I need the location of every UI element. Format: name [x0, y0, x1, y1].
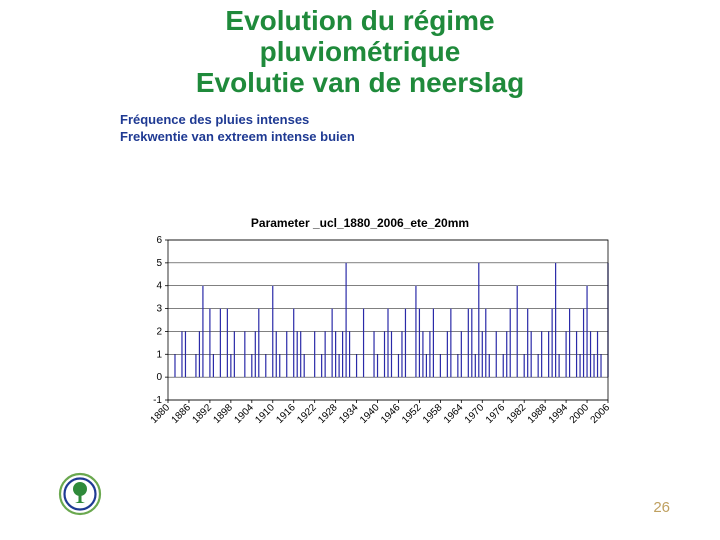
svg-text:1946: 1946 — [379, 402, 403, 426]
svg-text:1910: 1910 — [253, 402, 277, 426]
subheading-fr: Fréquence des pluies intenses — [120, 112, 720, 127]
title-line-2: pluviométrique — [0, 37, 720, 68]
svg-text:1994: 1994 — [547, 402, 571, 426]
svg-text:1898: 1898 — [211, 402, 235, 426]
svg-text:1892: 1892 — [191, 402, 215, 426]
svg-text:1904: 1904 — [232, 402, 256, 426]
svg-text:0: 0 — [156, 372, 162, 383]
svg-text:6: 6 — [156, 236, 162, 246]
svg-text:1964: 1964 — [442, 402, 466, 426]
svg-text:1982: 1982 — [505, 402, 529, 426]
svg-text:1916: 1916 — [274, 402, 298, 426]
chart-title: Parameter _ucl_1880_2006_ete_20mm — [140, 216, 580, 230]
svg-text:1988: 1988 — [526, 402, 550, 426]
svg-text:2000: 2000 — [568, 402, 592, 426]
svg-text:1922: 1922 — [295, 402, 319, 426]
logo-tree — [73, 482, 87, 503]
svg-text:1976: 1976 — [484, 402, 508, 426]
svg-text:2: 2 — [156, 326, 162, 337]
title-block: Evolution du régime pluviométrique Evolu… — [0, 6, 720, 98]
page-number: 26 — [653, 499, 670, 516]
svg-text:1970: 1970 — [463, 402, 487, 426]
svg-text:4: 4 — [156, 281, 162, 292]
svg-text:1928: 1928 — [316, 402, 340, 426]
tree-logo-icon — [58, 472, 102, 516]
svg-text:1940: 1940 — [358, 402, 382, 426]
frequency-bar-chart: -101234561880188618921898190419101916192… — [140, 236, 612, 440]
svg-text:1: 1 — [156, 349, 162, 360]
svg-text:1934: 1934 — [337, 402, 361, 426]
svg-text:1958: 1958 — [421, 402, 445, 426]
subheadings: Fréquence des pluies intenses Frekwentie… — [120, 112, 720, 144]
svg-text:1952: 1952 — [400, 402, 424, 426]
title-line-3: Evolutie van de neerslag — [0, 68, 720, 99]
chart-container: Parameter _ucl_1880_2006_ete_20mm -10123… — [140, 216, 612, 440]
svg-text:3: 3 — [156, 304, 162, 315]
svg-text:1886: 1886 — [170, 402, 194, 426]
subheading-nl: Frekwentie van extreem intense buien — [120, 129, 720, 144]
svg-text:2006: 2006 — [589, 402, 612, 426]
title-line-1: Evolution du régime — [0, 6, 720, 37]
svg-text:5: 5 — [156, 258, 162, 269]
